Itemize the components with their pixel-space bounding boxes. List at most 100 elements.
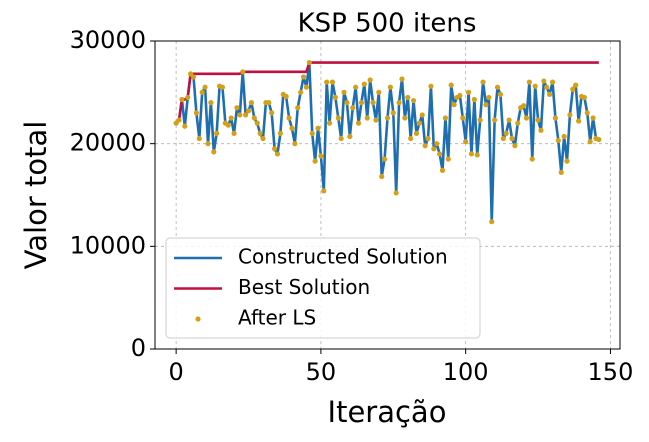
after-ls-point (190, 74, 197, 80)
after-ls-point (437, 151, 443, 157)
after-ls-point (570, 86, 576, 92)
after-ls-point (355, 120, 362, 126)
after-ls-point (500, 135, 506, 142)
x-tick-label: 50 (306, 358, 337, 386)
after-ls-point (338, 135, 344, 142)
after-ls-point (332, 94, 338, 101)
after-ls-point (370, 100, 376, 106)
after-ls-point (399, 76, 405, 82)
after-ls-point (575, 118, 582, 124)
after-ls-point (251, 115, 257, 121)
after-ls-point (373, 117, 379, 123)
after-ls-point (523, 115, 530, 121)
after-ls-point (405, 94, 411, 101)
after-ls-point (306, 59, 312, 66)
after-ls-point (552, 115, 559, 121)
after-ls-point (240, 69, 246, 75)
after-ls-point (474, 152, 480, 158)
after-ls-point (445, 156, 451, 162)
after-ls-point (318, 153, 324, 159)
after-ls-point (364, 115, 370, 121)
plot-frame (154, 40, 621, 350)
after-ls-point (587, 139, 593, 145)
after-ls-point (413, 130, 420, 136)
after-ls-point (442, 115, 449, 121)
after-ls-point (410, 97, 417, 104)
after-ls-point (185, 94, 191, 101)
after-ls-point (561, 133, 567, 140)
after-ls-point (422, 143, 428, 149)
after-ls-point (248, 100, 255, 106)
after-ls-point (468, 151, 475, 157)
after-ls-point (506, 117, 512, 123)
after-ls-point (596, 136, 602, 143)
after-ls-point (529, 156, 535, 162)
after-ls-point (300, 74, 307, 80)
after-ls-point (503, 130, 509, 136)
legend-label: Constructed Solution (238, 245, 448, 269)
y-axis-label: Valor total (19, 121, 53, 270)
after-ls-point (428, 83, 434, 89)
after-ls-point (199, 89, 205, 95)
after-ls-point (509, 135, 515, 142)
chart-title: KSP 500 itens (298, 9, 477, 39)
after-ls-point (384, 115, 391, 121)
after-ls-point (260, 135, 266, 142)
after-ls-point (321, 188, 327, 194)
legend-box (165, 237, 481, 339)
after-ls-point (231, 130, 237, 136)
after-ls-point (326, 120, 333, 126)
after-ls-point (266, 100, 272, 106)
after-ls-point (292, 141, 298, 147)
after-ls-point (584, 110, 590, 116)
after-ls-point (416, 120, 422, 126)
after-ls-point (567, 112, 573, 118)
after-ls-point (477, 117, 483, 123)
after-ls-point (228, 115, 234, 121)
after-ls-point (393, 190, 399, 196)
after-ls-point (486, 94, 492, 101)
after-ls-point (298, 89, 304, 95)
after-ls-point (245, 108, 252, 114)
after-ls-point (347, 133, 353, 140)
after-ls-point (376, 89, 382, 95)
legend: Constructed Solution Best Solution After L… (165, 237, 481, 339)
y-tick-label: 20000 (70, 129, 146, 157)
after-ls-point (214, 130, 220, 136)
after-ls-point (408, 135, 414, 142)
after-ls-point (457, 92, 463, 99)
after-ls-point (451, 102, 457, 108)
after-ls-point (382, 156, 388, 162)
after-ls-point (274, 151, 281, 157)
after-ls-point (353, 84, 359, 90)
after-ls-point (564, 158, 570, 164)
after-ls-point (329, 79, 336, 85)
y-tick-label: 10000 (70, 231, 146, 259)
after-ls-point (219, 84, 226, 90)
after-ls-point (489, 219, 495, 225)
after-ls-point (176, 117, 182, 123)
after-ls-point (526, 79, 532, 85)
after-ls-point (419, 112, 425, 118)
after-ls-point (225, 122, 231, 128)
legend-label: After LS (238, 306, 316, 330)
after-ls-point (544, 84, 550, 90)
after-ls-point (520, 103, 527, 109)
after-ls-point (425, 135, 431, 142)
after-ls-point (390, 110, 396, 116)
after-ls-point (205, 141, 211, 147)
after-ls-point (379, 173, 385, 180)
after-ls-point (361, 81, 367, 87)
after-ls-point (196, 135, 202, 142)
after-ls-point (497, 91, 504, 97)
legend-label: Best Solution (238, 275, 370, 299)
after-ls-point (277, 130, 283, 136)
x-tick-label: 100 (443, 358, 489, 386)
after-ls-point (431, 146, 437, 152)
after-ls-point (483, 102, 489, 108)
after-ls-point (532, 83, 538, 89)
after-ls-point (512, 143, 518, 149)
after-ls-point (494, 84, 501, 90)
after-ls-point (538, 127, 544, 133)
after-ls-point (573, 82, 579, 88)
